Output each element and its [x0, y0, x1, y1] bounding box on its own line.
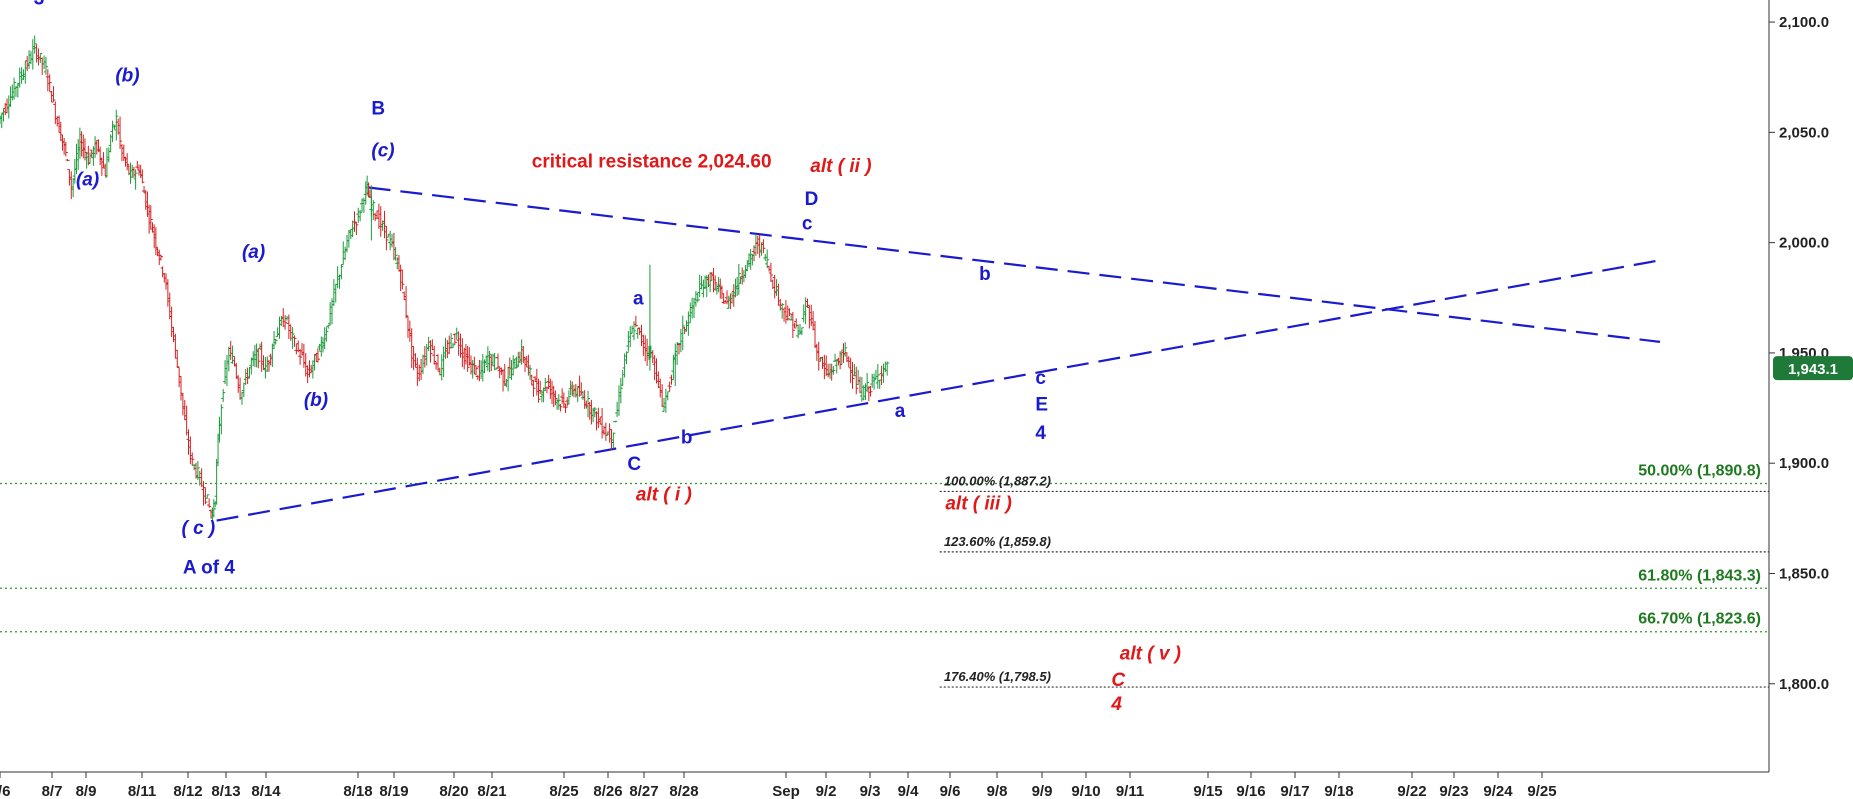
wave-label: c: [802, 213, 813, 234]
wave-label: a: [895, 401, 906, 422]
wave-label: ( c ): [181, 518, 215, 539]
date-tick-label: 9/4: [898, 783, 920, 799]
wave-label: B: [371, 99, 385, 120]
date-tick-label: 9/15: [1193, 783, 1222, 799]
wave-label: alt ( ii ): [810, 156, 871, 177]
wave-label: (c): [371, 141, 394, 162]
date-tick-label: 8/14: [251, 783, 281, 799]
date-tick-label: 8/20: [439, 783, 468, 799]
price-bars: [0, 35, 890, 526]
price-tick-label: 2,050.0: [1779, 124, 1829, 141]
date-tick-label: 8/12: [173, 783, 202, 799]
date-tick-label: 8/11: [128, 783, 156, 799]
wave-label: alt ( i ): [636, 485, 692, 506]
fibonacci-levels: 50.00% (1,890.8) 61.80% (1,843.3) 66.70% (…: [0, 462, 1769, 688]
date-tick-label: 9/11: [1116, 783, 1144, 799]
last-price-label: 1,943.1: [1788, 361, 1838, 378]
fib-label: 50.00% (1,890.8): [1638, 462, 1761, 479]
trendlines: [216, 186, 1661, 522]
wave-label: alt ( v ): [1120, 644, 1181, 665]
wave-label: (a): [242, 242, 265, 263]
wave-label: (b): [304, 390, 328, 411]
date-tick-label: 9/6: [940, 783, 961, 799]
date-tick-label: 8/9: [76, 783, 97, 799]
date-tick-label: Sep: [772, 783, 800, 799]
date-tick-label: 8/28: [669, 783, 698, 799]
wave-label: b: [979, 264, 991, 285]
date-axis: 8/6 8/7 8/9 8/11 8/12 8/13 8/14 8/18 8/19 8/20 8/2…: [0, 771, 1769, 799]
wave-label: a: [633, 288, 644, 309]
price-tick-label: 1,850.0: [1779, 565, 1829, 582]
price-tick-label: 2,100.0: [1779, 14, 1829, 31]
wave-label: critical resistance 2,024.60: [532, 152, 772, 173]
date-tick-label: 9/25: [1527, 783, 1556, 799]
price-tick-label: 1,900.0: [1779, 455, 1829, 472]
date-tick-label: 9/10: [1071, 783, 1100, 799]
wave-label: A of 4: [183, 557, 236, 578]
lower-trendline: [216, 259, 1661, 522]
wave-label: 4: [1110, 694, 1122, 715]
date-tick-label: 8/19: [379, 783, 408, 799]
wave-label: b: [681, 427, 693, 448]
date-tick-label: 8/25: [549, 783, 578, 799]
price-tick-label: 1,800.0: [1779, 676, 1829, 693]
date-tick-label: 8/26: [593, 783, 622, 799]
date-tick-label: 9/22: [1397, 783, 1426, 799]
date-tick-label: 9/8: [987, 783, 1008, 799]
fib-ext-label: 123.60% (1,859.8): [944, 534, 1051, 549]
wave-label: (b): [115, 66, 139, 87]
date-tick-label: 9/18: [1324, 783, 1353, 799]
date-tick-label: 8/7: [42, 783, 63, 799]
date-tick-label: 8/13: [211, 783, 240, 799]
date-tick-label: 8/6: [0, 783, 10, 799]
date-tick-label: 9/23: [1439, 783, 1468, 799]
wave-label: 3: [34, 0, 45, 9]
date-tick-label: 9/9: [1032, 783, 1053, 799]
price-tick-label: 2,000.0: [1779, 235, 1829, 252]
wave-label: c: [1035, 368, 1046, 389]
fib-ext-label: 176.40% (1,798.5): [944, 669, 1051, 684]
fib-ext-label: 100.00% (1,887.2): [944, 473, 1051, 488]
date-tick-label: 8/18: [343, 783, 372, 799]
wave-label: E: [1035, 394, 1048, 415]
date-tick-label: 9/2: [816, 783, 837, 799]
date-tick-label: 9/16: [1236, 783, 1265, 799]
wave-label: 4: [1035, 423, 1046, 444]
date-tick-label: 9/3: [860, 783, 881, 799]
wave-label: alt ( iii ): [945, 494, 1012, 515]
last-price-badge: [1773, 356, 1853, 381]
date-tick-label: 9/24: [1483, 783, 1513, 799]
fib-label: 66.70% (1,823.6): [1638, 611, 1761, 628]
wave-label: D: [805, 189, 819, 210]
upper-trendline: [368, 186, 1661, 343]
fib-label: 61.80% (1,843.3): [1638, 567, 1761, 584]
wave-annotations: 3 (b) (a) B (c) critical resistance 2,024.60 (…: [34, 0, 1181, 715]
wave-label: (a): [76, 169, 99, 190]
wave-label: C: [627, 454, 641, 475]
date-tick-label: 9/17: [1280, 783, 1309, 799]
date-tick-label: 8/21: [477, 783, 506, 799]
date-tick-label: 8/27: [629, 783, 658, 799]
wave-label: C: [1111, 670, 1125, 691]
price-axis: 1,800.01,850.01,900.01,950.02,000.02,050…: [1768, 0, 1853, 772]
